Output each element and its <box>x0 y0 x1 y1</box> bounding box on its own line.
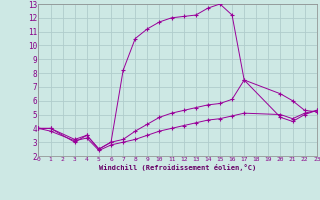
X-axis label: Windchill (Refroidissement éolien,°C): Windchill (Refroidissement éolien,°C) <box>99 164 256 171</box>
